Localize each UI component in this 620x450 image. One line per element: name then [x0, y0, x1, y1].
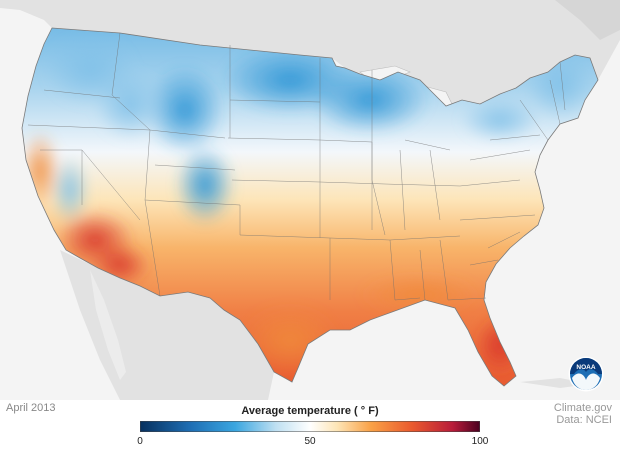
noaa-logo-text: NOAA [576, 364, 595, 371]
noaa-icon: NOAA [568, 356, 604, 392]
legend-title: Average temperature ( ° F) [241, 405, 379, 417]
date-label: April 2013 [6, 402, 56, 414]
state-borders [27, 32, 566, 301]
legend-tick-mid: 50 [304, 436, 316, 447]
temperature-map [0, 0, 620, 400]
legend-tick-min: 0 [137, 436, 143, 447]
surrounding-land [0, 0, 620, 400]
credit-source: Climate.gov [553, 402, 612, 414]
legend-tick-max: 100 [471, 436, 489, 447]
legend-colorbar [140, 421, 480, 432]
credit-data: Data: NCEI [556, 414, 612, 426]
credit-block: Climate.gov Data: NCEI [554, 402, 612, 426]
